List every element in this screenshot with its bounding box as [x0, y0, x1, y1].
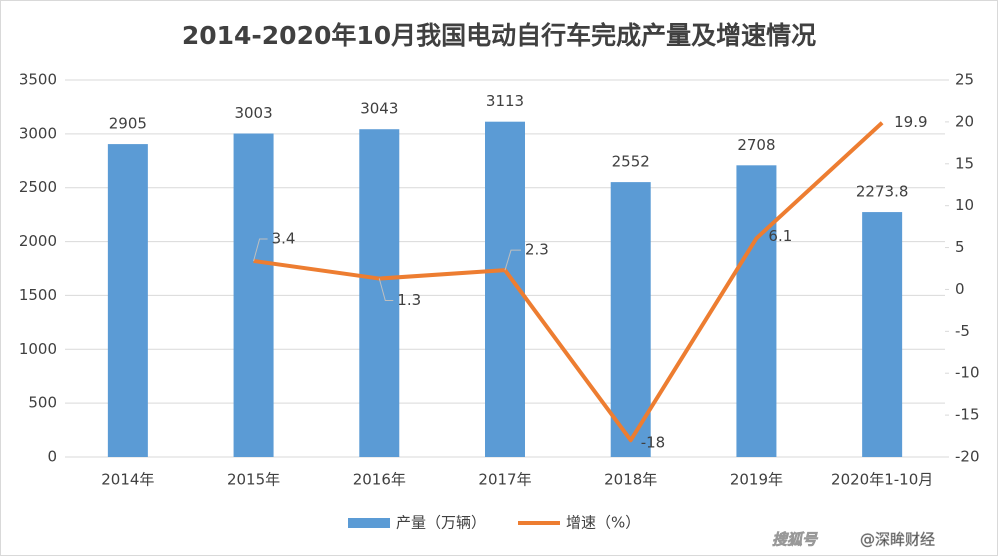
legend-label: 增速（%）	[566, 514, 640, 532]
x-tick-label: 2019年	[730, 471, 783, 489]
line	[253, 121, 884, 443]
y2-tick-label: 20	[955, 112, 974, 130]
bar	[107, 144, 148, 457]
y-tick-label: 0	[47, 448, 57, 466]
value-label: 3043	[360, 100, 398, 118]
bar	[233, 133, 274, 457]
x-tick-label: 2015年	[227, 471, 280, 489]
value-label: 6.1	[768, 227, 792, 245]
y-tick-label: 3000	[19, 124, 57, 142]
y-tick-label: 500	[28, 394, 57, 412]
y-tick-label: 2000	[19, 232, 57, 250]
value-label: 2552	[612, 153, 650, 171]
value-label: 2708	[737, 136, 775, 154]
watermark: @深眸财经	[860, 531, 935, 549]
value-label: 2.3	[525, 241, 549, 259]
bar	[359, 129, 400, 457]
bar	[610, 182, 651, 457]
y2-tick-label: -15	[955, 406, 980, 424]
x-tick-label: 2014年	[101, 471, 154, 489]
y2-tick-label: 15	[955, 154, 974, 172]
bar	[736, 165, 777, 458]
y2-tick-label: 25	[955, 71, 974, 89]
y2-tick-label: -10	[955, 364, 980, 382]
legend-swatch	[348, 518, 390, 528]
value-label: 1.3	[397, 291, 421, 309]
value-label: 2273.8	[856, 183, 909, 201]
value-label: 3113	[486, 92, 524, 110]
y-tick-label: 2500	[19, 178, 57, 196]
y2-tick-label: 0	[955, 280, 965, 298]
leader-line	[253, 238, 268, 262]
value-label: 3003	[234, 104, 272, 122]
y2-tick-label: -5	[955, 322, 970, 340]
y-tick-label: 3500	[19, 71, 57, 89]
y2-tick-label: -20	[955, 448, 980, 466]
chart-title: 2014-2020年10月我国电动自行车完成产量及增速情况	[182, 21, 816, 50]
watermark-logo: 搜狐号	[772, 531, 819, 549]
y2-tick-label: 10	[955, 196, 974, 214]
x-tick-label: 2016年	[353, 471, 406, 489]
legend-label: 产量（万辆）	[396, 514, 486, 532]
value-label: -18	[641, 434, 666, 452]
leader-line	[504, 249, 521, 271]
value-label: 2905	[109, 115, 147, 133]
x-tick-label: 2020年1-10月	[831, 471, 933, 489]
leader-line	[378, 278, 394, 302]
value-label: 19.9	[894, 113, 927, 131]
x-tick-label: 2018年	[604, 471, 657, 489]
y-tick-label: 1500	[19, 286, 57, 304]
value-label: 3.4	[272, 229, 296, 247]
y2-tick-label: 5	[955, 238, 965, 256]
bar	[862, 212, 903, 457]
y-tick-label: 1000	[19, 340, 57, 358]
x-tick-label: 2017年	[478, 471, 531, 489]
